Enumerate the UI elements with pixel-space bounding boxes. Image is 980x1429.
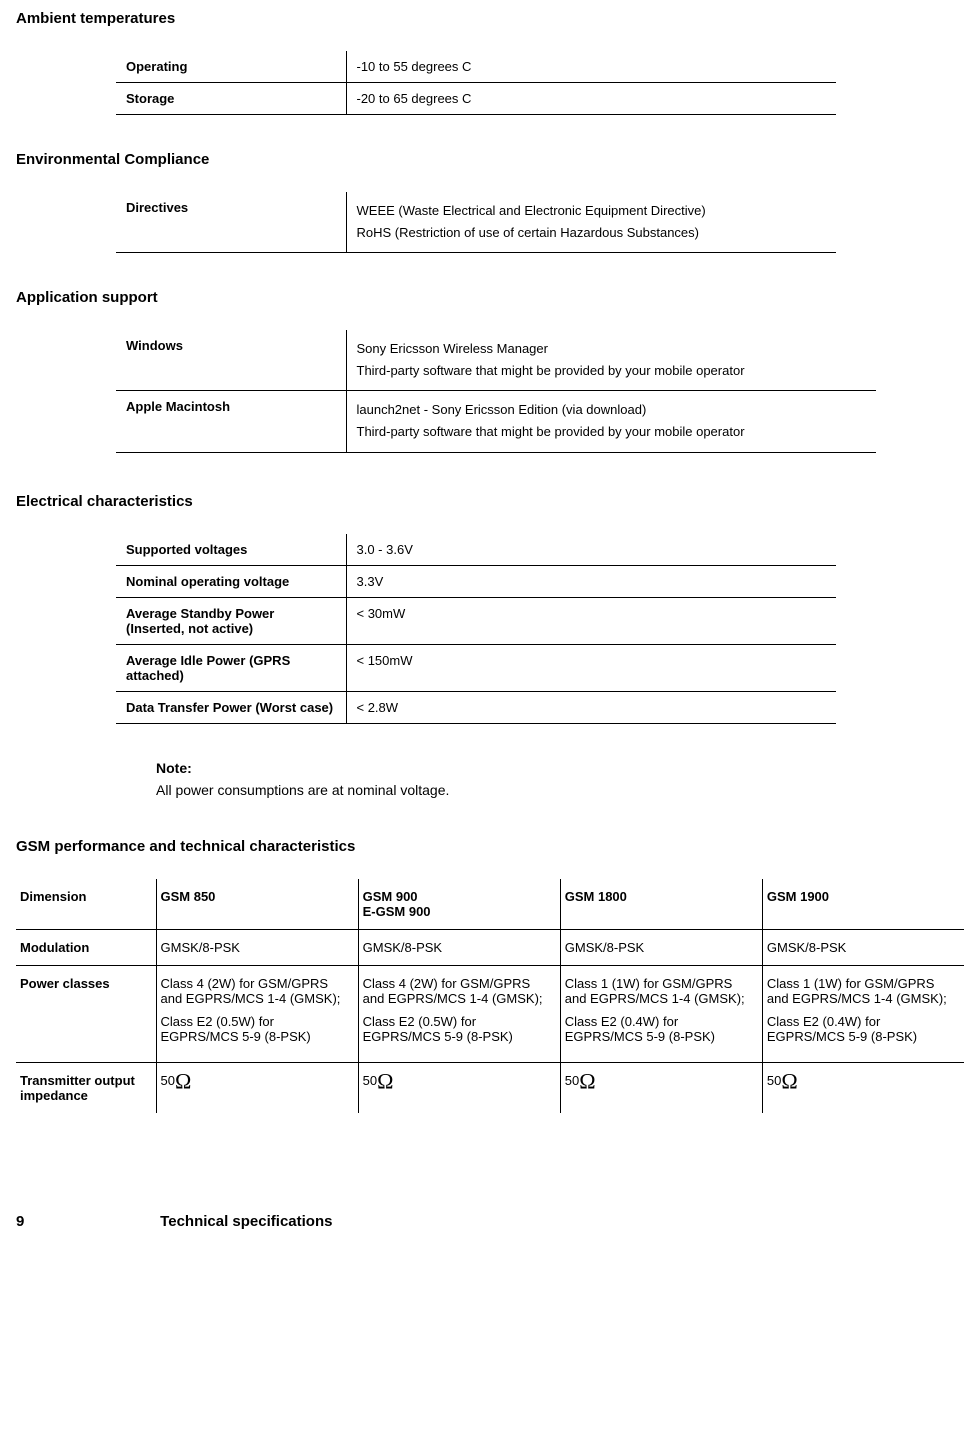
row-label: Transmitter output impedance <box>16 1062 156 1113</box>
section-elec-title: Electrical characteristics <box>16 493 964 510</box>
cell-value: 3.3V <box>346 565 836 597</box>
num: 50 <box>767 1073 781 1088</box>
text-line: Class E2 (0.5W) for EGPRS/MCS 5-9 (8-PSK… <box>161 1014 350 1044</box>
cell-value: Class 4 (2W) for GSM/GPRS and EGPRS/MCS … <box>358 965 560 1062</box>
cell-label: Average Standby Power (Inserted, not act… <box>116 597 346 644</box>
cell-value: GMSK/8-PSK <box>762 929 964 965</box>
cell-value: 50Ω <box>156 1062 358 1113</box>
row-label: Power classes <box>16 965 156 1062</box>
table-row: Apple Macintosh launch2net - Sony Ericss… <box>116 391 876 452</box>
cell-value: 50Ω <box>762 1062 964 1113</box>
gsm-table: Dimension GSM 850 GSM 900 E-GSM 900 GSM … <box>16 879 964 1113</box>
ohm-symbol: Ω <box>781 1068 797 1093</box>
table-row: Storage -20 to 65 degrees C <box>116 83 836 115</box>
table-row: Directives WEEE (Waste Electrical and El… <box>116 192 836 253</box>
table-row: Transmitter output impedance 50Ω 50Ω 50Ω… <box>16 1062 964 1113</box>
text-line: Third-party software that might be provi… <box>357 421 867 443</box>
cell-label: Storage <box>116 83 346 115</box>
table-row: Power classes Class 4 (2W) for GSM/GPRS … <box>16 965 964 1062</box>
cell-value: GMSK/8-PSK <box>358 929 560 965</box>
table-row: Modulation GMSK/8-PSK GMSK/8-PSK GMSK/8-… <box>16 929 964 965</box>
cell-value: < 150mW <box>346 644 836 691</box>
header-cell: GSM 850 <box>156 879 358 930</box>
section-env-title: Environmental Compliance <box>16 151 964 168</box>
note-label: Note: <box>156 760 964 776</box>
cell-label: Supported voltages <box>116 534 346 566</box>
cell-value: GMSK/8-PSK <box>156 929 358 965</box>
cell-value: -20 to 65 degrees C <box>346 83 836 115</box>
text-line: WEEE (Waste Electrical and Electronic Eq… <box>357 200 827 222</box>
note-block: Note: All power consumptions are at nomi… <box>156 760 964 798</box>
cell-value: < 2.8W <box>346 691 836 723</box>
header-cell: GSM 900 E-GSM 900 <box>358 879 560 930</box>
text-line: launch2net - Sony Ericsson Edition (via … <box>357 399 867 421</box>
cell-value: 50Ω <box>358 1062 560 1113</box>
env-table: Directives WEEE (Waste Electrical and El… <box>116 192 836 253</box>
app-table: Windows Sony Ericsson Wireless Manager T… <box>116 330 876 452</box>
cell-value: Class 1 (1W) for GSM/GPRS and EGPRS/MCS … <box>762 965 964 1062</box>
cell-label: Apple Macintosh <box>116 391 346 452</box>
text-line: Class 4 (2W) for GSM/GPRS and EGPRS/MCS … <box>363 976 552 1006</box>
num: 50 <box>161 1073 175 1088</box>
table-row: Data Transfer Power (Worst case) < 2.8W <box>116 691 836 723</box>
ohm-symbol: Ω <box>579 1068 595 1093</box>
cell-label: Directives <box>116 192 346 253</box>
cell-label: Nominal operating voltage <box>116 565 346 597</box>
cell-value: Class 1 (1W) for GSM/GPRS and EGPRS/MCS … <box>560 965 762 1062</box>
ambient-table: Operating -10 to 55 degrees C Storage -2… <box>116 51 836 115</box>
page-footer: 9 Technical specifications <box>16 1213 964 1230</box>
table-row: Operating -10 to 55 degrees C <box>116 51 836 83</box>
table-row: Supported voltages 3.0 - 3.6V <box>116 534 836 566</box>
cell-label: Windows <box>116 330 346 391</box>
header-cell: Dimension <box>16 879 156 930</box>
cell-value: WEEE (Waste Electrical and Electronic Eq… <box>346 192 836 253</box>
text-line: Class E2 (0.5W) for EGPRS/MCS 5-9 (8-PSK… <box>363 1014 552 1044</box>
text-line: Class E2 (0.4W) for EGPRS/MCS 5-9 (8-PSK… <box>767 1014 956 1044</box>
cell-label: Data Transfer Power (Worst case) <box>116 691 346 723</box>
page-number: 9 <box>16 1213 156 1230</box>
cell-value: Class 4 (2W) for GSM/GPRS and EGPRS/MCS … <box>156 965 358 1062</box>
cell-value: GMSK/8-PSK <box>560 929 762 965</box>
text-line: Class 4 (2W) for GSM/GPRS and EGPRS/MCS … <box>161 976 350 1006</box>
table-row: Windows Sony Ericsson Wireless Manager T… <box>116 330 876 391</box>
section-gsm-title: GSM performance and technical characteri… <box>16 838 964 855</box>
text-line: Class 1 (1W) for GSM/GPRS and EGPRS/MCS … <box>565 976 754 1006</box>
cell-label: Average Idle Power (GPRS attached) <box>116 644 346 691</box>
footer-title: Technical specifications <box>160 1213 332 1230</box>
ohm-symbol: Ω <box>175 1068 191 1093</box>
note-text: All power consumptions are at nominal vo… <box>156 782 964 798</box>
cell-value: < 30mW <box>346 597 836 644</box>
table-row: Nominal operating voltage 3.3V <box>116 565 836 597</box>
cell-label: Operating <box>116 51 346 83</box>
header-cell: GSM 1800 <box>560 879 762 930</box>
cell-value: -10 to 55 degrees C <box>346 51 836 83</box>
header-cell: GSM 1900 <box>762 879 964 930</box>
table-header-row: Dimension GSM 850 GSM 900 E-GSM 900 GSM … <box>16 879 964 930</box>
cell-value: Sony Ericsson Wireless Manager Third-par… <box>346 330 876 391</box>
num: 50 <box>565 1073 579 1088</box>
cell-value: launch2net - Sony Ericsson Edition (via … <box>346 391 876 452</box>
text-line: Third-party software that might be provi… <box>357 360 867 382</box>
table-row: Average Standby Power (Inserted, not act… <box>116 597 836 644</box>
section-app-title: Application support <box>16 289 964 306</box>
table-row: Average Idle Power (GPRS attached) < 150… <box>116 644 836 691</box>
text-line: RoHS (Restriction of use of certain Haza… <box>357 222 827 244</box>
elec-table: Supported voltages 3.0 - 3.6V Nominal op… <box>116 534 836 724</box>
section-ambient-title: Ambient temperatures <box>16 10 964 27</box>
text-line: Class 1 (1W) for GSM/GPRS and EGPRS/MCS … <box>767 976 956 1006</box>
text-line: Sony Ericsson Wireless Manager <box>357 338 867 360</box>
cell-value: 3.0 - 3.6V <box>346 534 836 566</box>
num: 50 <box>363 1073 377 1088</box>
row-label: Modulation <box>16 929 156 965</box>
ohm-symbol: Ω <box>377 1068 393 1093</box>
text-line: Class E2 (0.4W) for EGPRS/MCS 5-9 (8-PSK… <box>565 1014 754 1044</box>
cell-value: 50Ω <box>560 1062 762 1113</box>
